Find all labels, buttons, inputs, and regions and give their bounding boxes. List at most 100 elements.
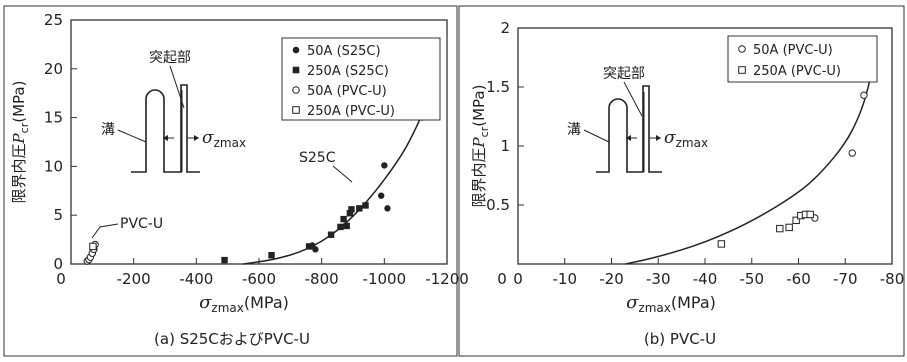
data-point-open-square	[776, 224, 784, 233]
x-tick-label: -40	[693, 270, 718, 288]
y-tick-label: 1.5	[486, 78, 510, 96]
panel-a-frame	[3, 5, 458, 357]
schematic-inset-b: 突起部 溝 σzmax	[567, 66, 708, 173]
annotation-s25c: S25C	[299, 150, 336, 166]
data-point-open-square	[792, 216, 800, 225]
data-point-filled-square	[221, 256, 228, 264]
groove-profile-b	[596, 85, 662, 173]
legend-marker-open-circle-b	[738, 45, 746, 53]
data-point-open-square	[785, 223, 793, 232]
x-axis-label-b: σzmax(MPa)	[626, 292, 716, 315]
chart-panel-b: 0 -10 -20 -30 -40 -50 -60 -70 -80 0 0.5 1 1.5 2 限界内圧…	[458, 5, 905, 357]
data-point-filled-square	[327, 231, 335, 238]
y-axis-label-a: 限界内圧Pcr(MPa)	[10, 81, 31, 204]
data-point-open-circle	[860, 91, 868, 99]
legend-marker-open-square-a	[292, 106, 300, 114]
data-point-filled-square	[340, 215, 347, 223]
y-tick-label: 2	[500, 19, 510, 37]
groove-label-a: 溝	[101, 122, 115, 138]
x-tick-label: -1200	[425, 270, 469, 288]
arrowhead-left-b	[626, 135, 631, 141]
legend-marker-open-circle-a	[292, 86, 300, 94]
y-tick-label: 20	[44, 60, 63, 78]
data-point-filled-square	[356, 205, 363, 212]
tick-marks-b	[517, 27, 893, 264]
x-axis-label-a: σzmax(MPa)	[199, 292, 289, 315]
data-point-open-square	[717, 240, 726, 248]
y-tick-label: 25	[44, 11, 63, 29]
x-tick-label: 0	[497, 270, 507, 288]
data-point-open-circle	[848, 149, 856, 157]
data-point-filled-square	[343, 222, 350, 230]
data-point-filled-square	[348, 206, 355, 213]
data-point-filled-circle	[384, 205, 391, 212]
legend-label-a-1: 50A (S25C)	[307, 44, 381, 59]
x-tick-label: -50	[740, 270, 765, 288]
y-axis-label-b: 限界内圧Pcr(MPa)	[470, 85, 491, 208]
schematic-inset-a: 突起部 溝 σzmax	[101, 50, 246, 173]
groove-label-b: 溝	[567, 122, 581, 138]
panel-b-frame	[458, 5, 905, 357]
legend-a: 50A (S25C) 250A (S25C) 50A (PVC-U) 250A …	[281, 37, 441, 121]
stress-label-a: σzmax	[202, 128, 246, 150]
leader-line-pvcu	[91, 223, 119, 239]
legend-label-a-4: 250A (PVC-U)	[307, 104, 395, 119]
y-tick-label: 0.5	[486, 196, 510, 214]
legend-marker-filled-square-a	[292, 66, 300, 74]
data-point-open-square	[89, 242, 97, 251]
stress-label-b: σzmax	[664, 128, 708, 150]
data-point-open-square	[806, 210, 814, 219]
x-tick-label: -800	[305, 270, 339, 288]
data-point-filled-circle	[378, 192, 385, 199]
tick-marks-a	[71, 19, 448, 265]
arrowhead-left-a	[163, 135, 168, 141]
x-tick-label: 0	[513, 270, 523, 288]
legend-label-b-1: 50A (PVC-U)	[753, 43, 833, 58]
x-tick-label: -70	[833, 270, 858, 288]
y-tick-label: 5	[53, 206, 63, 224]
data-points-a	[83, 65, 438, 265]
y-tick-label: 15	[44, 109, 63, 127]
x-tick-label: -60	[786, 270, 811, 288]
fit-curve	[625, 60, 875, 265]
y-tick-label: 0	[53, 255, 63, 273]
x-tick-label: -400	[179, 270, 213, 288]
legend-label-b-2: 250A (PVC-U)	[753, 64, 841, 79]
subtitle-b: (b) PVC-U	[644, 330, 716, 348]
x-tick-labels-b: 0 -10 -20 -30 -40 -50 -60 -70 -80 0	[497, 270, 904, 288]
x-tick-label: -200	[117, 270, 151, 288]
data-point-filled-square	[346, 210, 354, 217]
x-tick-label: 0	[56, 270, 66, 288]
fit-curves-b	[625, 60, 875, 265]
protrusion-label-a: 突起部	[149, 50, 191, 66]
data-point-filled-square	[362, 202, 369, 209]
legend-marker-open-square-b	[738, 66, 746, 74]
x-tick-label: -20	[599, 270, 624, 288]
legend-box-a	[281, 37, 441, 121]
x-tick-label: -1000	[363, 270, 407, 288]
groove-leader-a	[117, 129, 147, 143]
legend-label-a-2: 250A (S25C)	[307, 64, 389, 79]
chart-panel-a: -200 -400 -600 -800 -1000 -1200 0 0 5 10 15 20 25 限…	[3, 5, 469, 357]
subtitle-a: (a) S25CおよびPVC-U	[154, 330, 310, 348]
legend-label-a-3: 50A (PVC-U)	[307, 84, 387, 99]
groove-profile-a	[131, 84, 200, 173]
arrowhead-right-a	[194, 135, 199, 141]
x-tick-labels-a: -200 -400 -600 -800 -1000 -1200 0	[56, 270, 469, 288]
data-point-filled-square	[305, 243, 313, 250]
y-tick-label: 10	[44, 157, 63, 175]
leader-line-s25c	[332, 165, 353, 183]
annotation-pvcu: PVC-U	[120, 216, 163, 232]
legend-b: 50A (PVC-U) 250A (PVC-U)	[727, 35, 878, 83]
data-point-filled-square	[337, 223, 344, 231]
y-tick-label: 1	[500, 137, 510, 155]
legend-box-b	[727, 35, 878, 83]
groove-leader-b	[583, 129, 610, 143]
y-tick-labels-b: 0.5 1 1.5 2	[486, 19, 510, 214]
x-tick-label: -80	[880, 270, 905, 288]
protrusion-leader-b	[623, 81, 643, 117]
protrusion-label-b: 突起部	[603, 66, 645, 82]
data-point-filled-square	[268, 252, 275, 259]
arrowhead-right-b	[656, 135, 661, 141]
